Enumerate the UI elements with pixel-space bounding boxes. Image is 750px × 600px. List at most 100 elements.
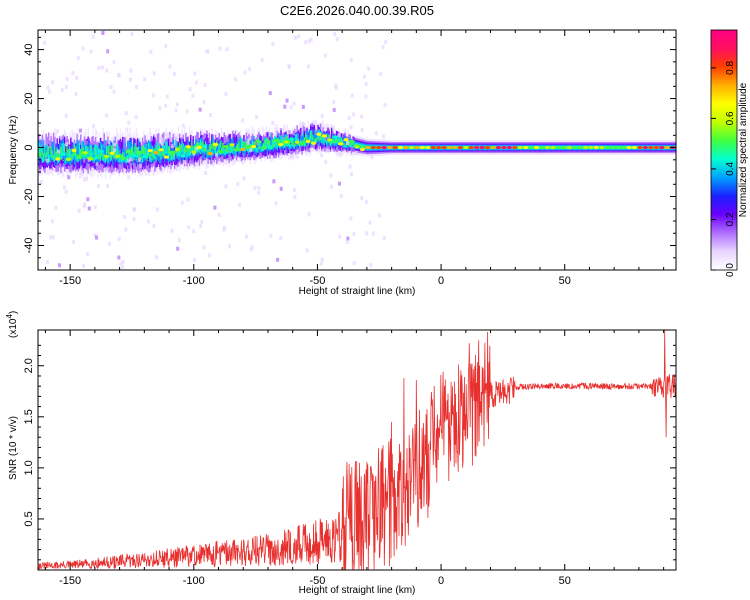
- spectrogram-noise-cell: [188, 87, 192, 92]
- spectrogram-band-cell: [348, 141, 350, 145]
- y-tick-label: 2.0: [23, 358, 35, 373]
- spectrogram-band-cell: [140, 156, 143, 160]
- spectrogram-band-cell: [120, 154, 123, 159]
- spectrogram-noise-cell: [348, 164, 352, 169]
- spectrogram-noise-cell: [81, 46, 85, 51]
- spectrogram-noise-cell: [129, 157, 133, 162]
- spectrogram-band-cell: [312, 136, 315, 141]
- spectrogram-peak-cell: [261, 145, 268, 150]
- spectrogram-peak-cell: [267, 145, 273, 150]
- spectrogram-noise-cell: [43, 40, 47, 45]
- spectrogram-band-cell: [338, 138, 340, 145]
- spectrogram-band-cell: [152, 155, 155, 159]
- spectrogram-band-cell: [225, 148, 228, 152]
- spectrogram-noise-cell: [130, 31, 134, 36]
- spectrogram-band-cell: [296, 140, 298, 150]
- spectrogram-peak-cell: [430, 145, 436, 150]
- spectrogram-band-cell: [352, 141, 354, 145]
- spectrogram-peak-cell: [501, 145, 507, 150]
- spectrogram-noise-cell: [248, 66, 252, 71]
- spectrogram-band-cell: [220, 147, 223, 152]
- spectrogram-band-cell: [114, 152, 117, 158]
- spectrogram-band-cell: [234, 136, 237, 155]
- spectrogram-peak-cell: [436, 145, 442, 150]
- spectrogram-band-cell: [39, 152, 41, 158]
- spectrogram-band-cell: [279, 139, 281, 145]
- spectrogram-noise-cell: [338, 181, 342, 186]
- spectrogram-band-cell: [150, 156, 153, 163]
- spectrogram-peak-cell: [104, 154, 110, 158]
- spectrogram-band-cell: [75, 154, 77, 166]
- spectrogram-band-cell: [166, 142, 169, 155]
- spectrogram-noise-cell: [146, 219, 150, 224]
- spectrogram-noise-cell: [51, 235, 55, 240]
- spectrogram-band-cell: [233, 148, 235, 152]
- spectrogram-band-cell: [343, 143, 345, 146]
- spectrogram-noise-cell: [186, 197, 190, 202]
- spectrogram-band-cell: [160, 157, 162, 159]
- spectrogram-peak-cell: [419, 145, 425, 150]
- spectrogram-band-cell: [120, 141, 123, 165]
- spectrogram-band-cell: [141, 147, 144, 163]
- snr-panel: -150 -100 -50 0 50 0.5 1.0 1.5 2.0 Height of st…: [5, 311, 677, 596]
- spectrogram-band-cell: [115, 157, 118, 160]
- spectrogram-noise-cell: [172, 71, 176, 76]
- spectrogram-noise-cell: [86, 197, 90, 202]
- spectrogram-band-cell: [206, 153, 208, 155]
- spectrogram-band-cell: [243, 141, 245, 150]
- spectrogram-band-cell: [298, 144, 301, 146]
- spectrogram-band-cell: [187, 150, 190, 157]
- spectrogram-peak-cell: [653, 145, 659, 150]
- spectrogram-band-cell: [331, 128, 333, 146]
- colorbar-tick-label: 0.4: [725, 162, 736, 176]
- spectrogram-band-cell: [203, 148, 206, 153]
- spectrogram-noise-cell: [100, 65, 104, 70]
- spectrogram-band-cell: [108, 150, 111, 165]
- spectrogram-band-cell: [104, 140, 107, 159]
- spectrogram-band-cell: [149, 155, 151, 162]
- spectrogram-band-cell: [67, 149, 70, 160]
- spectrogram-noise-cell: [292, 188, 296, 193]
- spectrogram-band-cell: [203, 149, 206, 160]
- x-tick-label: 50: [559, 275, 571, 287]
- spectrogram-noise-cell: [112, 89, 116, 94]
- spectrogram-peak-cell: [588, 145, 594, 150]
- spectrogram-noise-cell: [193, 258, 197, 263]
- spectrogram-band-cell: [170, 154, 172, 161]
- spectrogram-noise-cell: [369, 263, 373, 268]
- spectrogram-noise-cell: [349, 125, 353, 130]
- spectrogram-band-cell: [99, 153, 102, 158]
- spectrogram-band-cell: [313, 129, 316, 143]
- snr-y-multiplier-exp: 4: [5, 314, 14, 319]
- spectrogram-band-cell: [354, 143, 357, 147]
- spectrogram-noise-cell: [139, 163, 143, 168]
- spectrogram-band-cell: [93, 147, 96, 155]
- spectrogram-peak-cell: [305, 139, 311, 143]
- spectrogram-frame: [37, 29, 677, 271]
- spectrogram-noise-cell: [133, 207, 137, 212]
- spectrogram-band-cell: [185, 148, 187, 154]
- spectrogram-noise-cell: [272, 179, 276, 184]
- spectrogram-noise-cell: [345, 240, 349, 245]
- spectrogram-band-cell: [333, 139, 336, 143]
- spectrogram-band-cell: [242, 140, 244, 147]
- spectrogram-noise-cell: [170, 144, 174, 149]
- spectrogram-band-cell: [609, 146, 611, 149]
- spectrogram-peak-cell: [354, 145, 360, 149]
- spectrogram-peak-cell: [212, 142, 219, 147]
- spectrogram-band-cell: [174, 151, 176, 155]
- spectrogram-band-cell: [228, 138, 230, 153]
- spectrogram-band-cell: [302, 131, 305, 145]
- spectrogram-noise-cell: [367, 66, 371, 71]
- spectrogram-band-cell: [244, 142, 247, 148]
- spectrogram-noise-cell: [243, 70, 247, 75]
- spectrogram-band-cell: [196, 147, 198, 163]
- colorbar-ticks: 0.0 0.2 0.4 0.6 0.8: [711, 61, 736, 277]
- spectrogram-noise-cell: [75, 75, 79, 80]
- spectrogram-band-cell: [145, 158, 148, 161]
- spectrogram-band-cell: [155, 156, 157, 163]
- spectrogram-band-cell: [334, 136, 337, 144]
- spectrogram-band-cell: [353, 140, 355, 147]
- spectrogram-band-cell: [282, 139, 285, 145]
- spectrogram-noise-cell: [325, 148, 329, 153]
